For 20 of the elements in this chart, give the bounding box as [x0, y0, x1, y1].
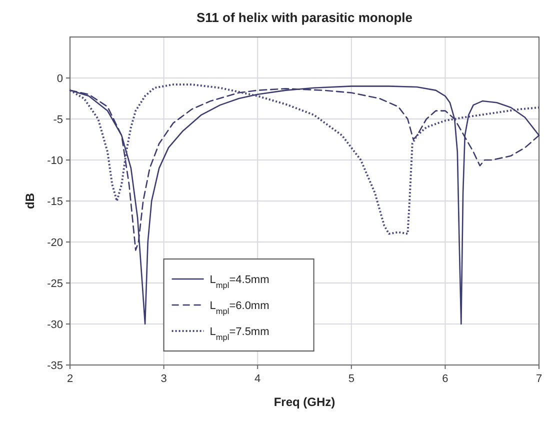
x-tick-label: 2	[66, 373, 74, 385]
legend-label: L$_{mpl}$=4.5mm	[210, 274, 270, 290]
legend-label: L$_{mpl}$=6.0mm	[210, 300, 270, 316]
y-tick-label: 0	[56, 73, 63, 85]
y-tick-label: -10	[47, 155, 63, 167]
y-tick-label: -25	[47, 278, 63, 290]
x-axis-title: Freq (GHz)	[274, 395, 336, 409]
y-tick-label: -5	[53, 114, 63, 126]
x-tick-label: 6	[442, 373, 448, 385]
y-axis-title: dB	[23, 192, 37, 209]
y-tick-label: -15	[47, 196, 63, 208]
legend-label: L$_{mpl}$=7.5mm	[210, 326, 270, 342]
x-tick-label: 4	[254, 373, 261, 385]
x-tick-label: 5	[348, 373, 354, 385]
chart-title: S11 of helix with parasitic monople	[196, 10, 412, 25]
y-tick-label: -35	[47, 360, 63, 372]
x-tick-label: 7	[536, 373, 542, 385]
y-tick-label: -20	[47, 237, 63, 249]
y-tick-label: -30	[47, 319, 63, 331]
x-tick-label: 3	[160, 373, 167, 385]
